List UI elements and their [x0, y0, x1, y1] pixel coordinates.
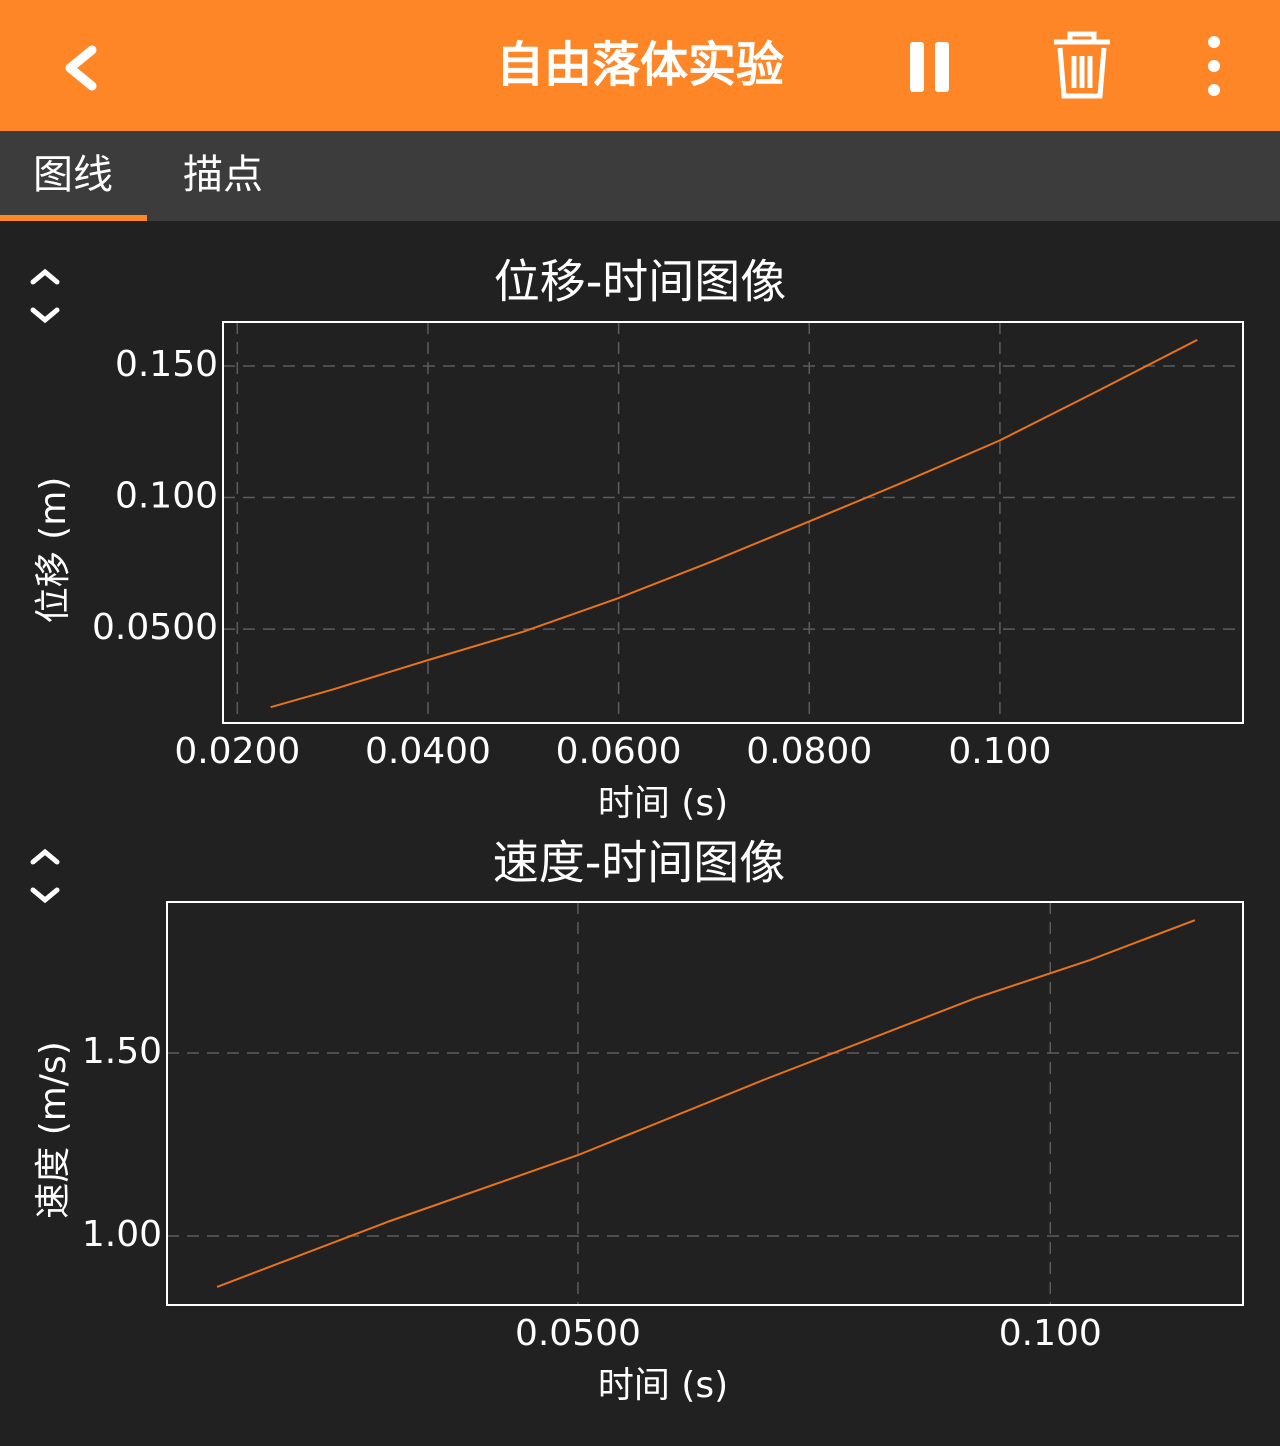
back-button[interactable] — [65, 45, 97, 91]
y-tick-label: 1.00 — [82, 1214, 162, 1255]
more-button[interactable] — [1208, 36, 1220, 96]
y-tick-label: 1.50 — [82, 1031, 162, 1072]
y-tick-label: 0.150 — [115, 344, 218, 385]
x-tick-label: 0.100 — [999, 1313, 1102, 1354]
tab[interactable]: 图线 — [33, 152, 113, 198]
x-tick-label: 0.0600 — [556, 731, 682, 772]
collapse-toggle[interactable] — [30, 848, 60, 904]
delete-button[interactable] — [1054, 31, 1110, 99]
collapse-toggle[interactable] — [30, 268, 60, 324]
tab-indicator — [0, 215, 147, 221]
tab-bar — [0, 131, 1280, 221]
y-tick-label: 0.0500 — [92, 607, 218, 648]
app-bar — [0, 0, 1280, 131]
data-line — [216, 919, 1196, 1288]
plot-frame — [222, 321, 1244, 724]
y-tick-label: 0.100 — [115, 476, 218, 517]
chart-title: 位移-时间图像 — [494, 255, 787, 309]
y-axis-label: 位移 (m) — [33, 477, 74, 624]
x-axis-label: 时间 (s) — [598, 783, 728, 824]
y-axis-label: 速度 (m/s) — [33, 1041, 74, 1219]
x-tick-label: 0.0800 — [746, 731, 872, 772]
pause-button[interactable] — [910, 42, 949, 92]
x-axis-label: 时间 (s) — [598, 1365, 728, 1406]
plot-frame — [166, 901, 1244, 1306]
data-line — [270, 339, 1198, 709]
x-tick-label: 0.0500 — [515, 1313, 641, 1354]
x-tick-label: 0.0400 — [365, 731, 491, 772]
app-title: 自由落体实验 — [496, 37, 784, 93]
chart-title: 速度-时间图像 — [493, 836, 786, 890]
x-tick-label: 0.0200 — [174, 731, 300, 772]
x-tick-label: 0.100 — [948, 731, 1051, 772]
tab[interactable]: 描点 — [183, 152, 263, 198]
